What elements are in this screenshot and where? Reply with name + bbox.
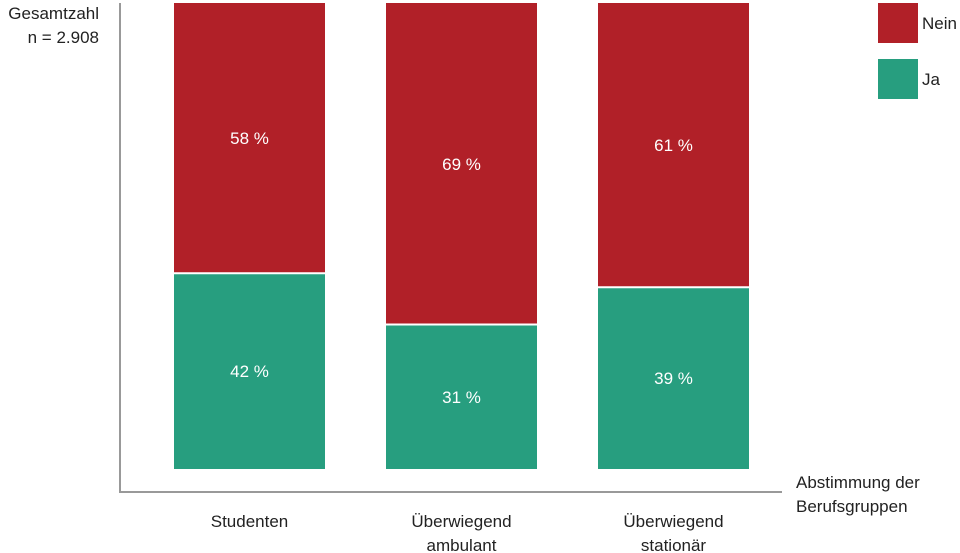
bar-ueberwiegend-ambulant-ja xyxy=(386,324,537,469)
legend-swatch-nein xyxy=(878,3,918,43)
category-label-ueberwiegend-stationaer-line-2: stationär xyxy=(641,536,707,553)
bar-ueberwiegend-stationaer-nein xyxy=(598,3,749,288)
legend-label-ja: Ja xyxy=(922,70,941,89)
category-label-ueberwiegend-ambulant-line-2: ambulant xyxy=(427,536,497,553)
x-axis-label-line-1: Abstimmung der xyxy=(796,473,920,492)
bar-studenten-ja xyxy=(174,273,325,469)
bar-ueberwiegend-ambulant-nein xyxy=(386,3,537,325)
data-label-studenten-ja: 42 % xyxy=(230,362,269,381)
data-label-ueberwiegend-stationaer-ja: 39 % xyxy=(654,369,693,388)
x-axis-label-line-2: Berufsgruppen xyxy=(796,497,908,516)
category-label-ueberwiegend-stationaer-line-1: Überwiegend xyxy=(623,512,723,531)
legend-label-nein: Nein xyxy=(922,14,957,33)
bar-ueberwiegend-stationaer-ja xyxy=(598,287,749,469)
data-label-studenten-nein: 58 % xyxy=(230,129,269,148)
bar-studenten-nein xyxy=(174,3,325,274)
legend-swatch-ja xyxy=(878,59,918,99)
data-label-ueberwiegend-stationaer-nein: 61 % xyxy=(654,136,693,155)
data-label-ueberwiegend-ambulant-ja: 31 % xyxy=(442,388,481,407)
bars-group: 42 % 58 % 31 % 69 % 39 % 61 % xyxy=(174,3,749,469)
data-label-ueberwiegend-ambulant-nein: 69 % xyxy=(442,155,481,174)
y-axis-label-line-1: Gesamtzahl xyxy=(8,4,99,23)
category-label-studenten-line-1: Studenten xyxy=(211,512,289,531)
y-axis-label-line-2: n = 2.908 xyxy=(28,28,99,47)
category-ticks-group: Studenten Überwiegend ambulant Überwiegend s… xyxy=(211,512,724,553)
legend: Nein Ja xyxy=(878,3,957,99)
category-label-ueberwiegend-ambulant-line-1: Überwiegend xyxy=(411,512,511,531)
